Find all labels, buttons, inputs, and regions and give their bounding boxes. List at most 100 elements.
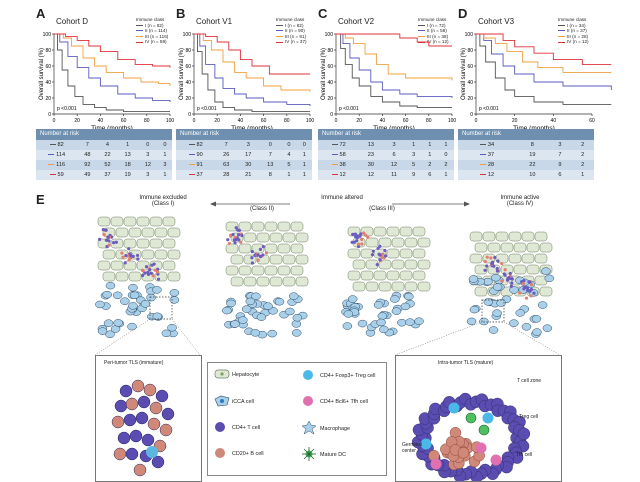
survival-curve-iv	[194, 33, 310, 75]
icca-cell	[469, 305, 480, 314]
icca-cell	[146, 293, 156, 302]
hepatocyte	[162, 238, 176, 249]
hepatocyte	[360, 270, 374, 281]
cd20-b-cell-icon	[214, 447, 232, 461]
risk-row: 34 8 3 2	[458, 140, 594, 150]
risk-row: 116 92 52 18 12 3	[36, 160, 172, 170]
risk-cell: 37	[176, 170, 215, 180]
hepatocyte	[115, 227, 129, 238]
legend-title: Immune class	[558, 17, 587, 22]
risk-row: 91 63 30 13 5 1	[176, 160, 312, 170]
risk-cell: 1	[302, 162, 306, 168]
hepatocyte	[230, 254, 244, 265]
icca-cell	[127, 322, 137, 331]
risk-cell: 82	[36, 140, 77, 150]
tissue-class-2	[222, 221, 309, 339]
legend-swatch	[136, 24, 143, 26]
hepatocyte	[149, 238, 163, 249]
hepatocyte	[154, 227, 168, 238]
immune-cell	[530, 283, 534, 287]
immune-cell	[136, 257, 140, 261]
number-at-risk-table: Number at risk 72 13 3 1 1 1 58 23 6 3 1 0 38 30 12 5 2 2 1…	[318, 129, 454, 180]
hepatocyte-icon	[214, 369, 232, 381]
legend-swatch	[276, 41, 283, 43]
hepatocyte	[386, 248, 400, 259]
y-tick-label: 100	[465, 32, 474, 38]
y-tick-label: 0	[330, 112, 333, 118]
legend-item: CD4+ T cell	[214, 421, 300, 435]
risk-row: 37 28 21 8 1 1	[176, 170, 312, 180]
immune-cell	[359, 232, 363, 236]
immune-cell	[121, 255, 125, 259]
risk-cell: 22	[529, 162, 536, 168]
y-tick-label: 20	[45, 96, 51, 102]
hepatocyte	[378, 281, 392, 292]
hepatocyte	[128, 227, 142, 238]
p-value: p <0.001	[339, 106, 359, 112]
hepatocyte	[136, 238, 150, 249]
hepatocyte	[500, 264, 514, 275]
class-i-heading: Immune excluded (Class I)	[118, 195, 208, 207]
immune-cell	[144, 265, 149, 269]
hepatocyte	[264, 243, 278, 254]
hepatocyte	[269, 254, 283, 265]
cd4-t-cell	[141, 433, 155, 447]
immune-cell	[375, 263, 379, 267]
cd4-t-cell	[155, 389, 169, 403]
risk-cell: 9	[558, 162, 562, 168]
icca-cell	[105, 330, 115, 339]
y-tick-label: 0	[470, 112, 473, 118]
hepatocyte	[526, 264, 540, 275]
icca-cell	[103, 319, 114, 327]
risk-cell: 1	[302, 172, 306, 178]
y-axis-label: Overall survival (%)	[179, 48, 185, 100]
hepatocyte	[256, 232, 270, 243]
p-value: p <0.001	[479, 106, 499, 112]
hepatocyte	[495, 231, 509, 242]
icca-cell	[496, 299, 506, 307]
risk-cell: 1	[302, 152, 306, 158]
y-tick-label: 20	[327, 96, 333, 102]
hepatocyte	[269, 232, 283, 243]
icca-cell	[113, 319, 123, 327]
risk-cell: 82	[176, 140, 215, 150]
risk-cell: 8	[530, 142, 534, 148]
legend-item: iCCA cell	[214, 395, 300, 409]
treg-cell-label: Treg cell	[519, 414, 538, 420]
icca-cell	[292, 313, 303, 322]
legend-swatch	[558, 36, 565, 38]
cell-legend: Hepatocyte CD4+ Foxp3+ Treg cell iCCA cell…	[207, 362, 387, 476]
hepatocyte	[500, 242, 514, 253]
risk-cell: 114	[36, 150, 77, 160]
immune-cell	[500, 261, 504, 266]
hepatocyte	[123, 216, 137, 227]
legend-entry: I (n = 82)	[276, 23, 307, 29]
hepatocyte	[412, 226, 426, 237]
risk-cell: 1	[444, 142, 448, 148]
risk-cell: 26	[223, 152, 230, 158]
icca-cell	[521, 323, 532, 331]
legend-label: IV (n = 59)	[145, 39, 167, 45]
risk-cell: 116	[36, 160, 77, 170]
intra-tumor-tls-box: Intra-tumor TLS (mature) T cell zone Ger…	[395, 355, 562, 482]
risk-cell: 7	[268, 152, 272, 158]
km-chart: 0 20 40 60 80 100 0 20 40 60 p <0.001 Time (months)…	[461, 32, 612, 132]
immune-cell	[101, 228, 105, 232]
risk-cell: 12	[367, 172, 374, 178]
hepatocyte	[469, 231, 483, 242]
immune-excluded-label: Immune excluded	[139, 195, 187, 201]
immune-cell	[356, 242, 361, 246]
x-tick-label: 40	[551, 118, 557, 124]
immune-cell	[532, 291, 536, 295]
legend-entry: II (n = 114)	[136, 28, 168, 34]
risk-cell: 23	[367, 152, 374, 158]
immune-altered-label: Immune altered	[321, 195, 363, 201]
immune-cell	[98, 237, 102, 241]
immune-cell	[233, 241, 237, 245]
risk-cell: 12	[318, 170, 359, 180]
legend-label: IV (n = 37)	[285, 39, 307, 45]
y-tick-label: 100	[325, 32, 334, 38]
immune-cell	[226, 238, 230, 242]
legend-item-label: CD20+ B cell	[232, 451, 264, 457]
legend-entry: II (n = 37)	[558, 28, 589, 34]
